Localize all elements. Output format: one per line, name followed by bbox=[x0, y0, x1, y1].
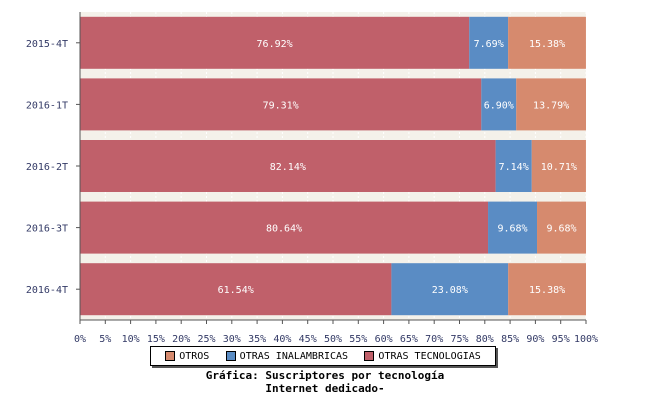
bar-otros bbox=[508, 263, 586, 316]
x-tick-label: 15% bbox=[147, 334, 165, 345]
x-tick-label: 20% bbox=[172, 334, 190, 345]
bar-otras-inalambricas bbox=[495, 140, 532, 192]
data-label: 80.64% bbox=[266, 224, 302, 235]
chart-title-line-2: Internet dedicado- bbox=[265, 382, 385, 395]
x-tick-label: 5% bbox=[99, 334, 111, 345]
legend-label-otras-tecnologias: OTRAS TECNOLOGIAS bbox=[378, 350, 481, 362]
data-label: 61.54% bbox=[218, 285, 254, 296]
legend-label-otras-inalambricas: OTRAS INALAMBRICAS bbox=[239, 350, 349, 362]
bar-otras-tecnologias bbox=[80, 201, 489, 254]
x-tick-label: 70% bbox=[425, 334, 443, 345]
x-tick-label: 95% bbox=[552, 334, 570, 345]
x-tick-label: 40% bbox=[273, 334, 291, 345]
data-label: 7.14% bbox=[499, 162, 529, 173]
bar-otras-inalambricas bbox=[469, 16, 509, 69]
bar-otras-inalambricas bbox=[481, 78, 517, 131]
x-tick-label: 25% bbox=[197, 334, 215, 345]
bar-otros bbox=[516, 78, 586, 131]
y-tick-label: 2016-1T bbox=[26, 100, 68, 111]
bar-otros bbox=[531, 140, 586, 192]
x-tick-label: 90% bbox=[526, 334, 544, 345]
data-label: 6.90% bbox=[484, 100, 514, 111]
data-label: 9.68% bbox=[546, 224, 576, 235]
bar-otras-tecnologias bbox=[80, 263, 392, 316]
data-label: 15.38% bbox=[529, 39, 565, 50]
bar-otros bbox=[537, 201, 586, 254]
bar-otras-inalambricas bbox=[488, 201, 538, 254]
data-label: 23.08% bbox=[432, 285, 468, 296]
y-tick-label: 2016-2T bbox=[26, 162, 68, 173]
legend-swatch-otros bbox=[165, 351, 176, 361]
x-tick-label: 65% bbox=[400, 334, 418, 345]
data-label: 76.92% bbox=[257, 39, 293, 50]
x-tick-label: 100% bbox=[574, 334, 598, 345]
legend-item-otros: OTROS bbox=[165, 351, 209, 362]
legend-item-otras-tecnologias: OTRAS TECNOLOGIAS bbox=[364, 350, 481, 362]
chart-title-line-1: Gráfica: Suscriptores por tecnología bbox=[205, 369, 445, 382]
x-tick-label: 75% bbox=[450, 334, 468, 345]
x-tick-label: 85% bbox=[501, 334, 519, 345]
x-tick-label: 0% bbox=[74, 334, 86, 345]
data-label: 82.14% bbox=[270, 162, 306, 173]
x-tick-label: 60% bbox=[375, 334, 393, 345]
chart-legend: OTROS OTRAS INALAMBRICAS OTRAS TECNOLOGI… bbox=[150, 346, 496, 366]
bar-otros bbox=[508, 16, 586, 69]
x-tick-label: 80% bbox=[476, 334, 494, 345]
legend-swatch-otras-inalambricas bbox=[225, 351, 236, 361]
x-tick-label: 10% bbox=[122, 334, 140, 345]
bar-otras-tecnologias bbox=[80, 16, 470, 69]
data-label: 10.71% bbox=[541, 162, 577, 173]
x-tick-label: 50% bbox=[324, 334, 342, 345]
legend-swatch-otras-tecnologias bbox=[364, 351, 375, 361]
bar-otras-inalambricas bbox=[391, 263, 509, 316]
x-tick-label: 35% bbox=[248, 334, 266, 345]
y-tick-label: 2016-3T bbox=[26, 224, 68, 235]
data-label: 13.79% bbox=[533, 100, 569, 111]
x-tick-label: 30% bbox=[223, 334, 241, 345]
data-label: 7.69% bbox=[474, 39, 504, 50]
bar-otras-tecnologias bbox=[80, 140, 496, 192]
y-tick-label: 2015-4T bbox=[26, 39, 68, 50]
bar-otras-tecnologias bbox=[80, 78, 482, 131]
legend-item-otras-inalambricas: OTRAS INALAMBRICAS bbox=[225, 350, 349, 362]
data-label: 9.68% bbox=[497, 224, 527, 235]
data-label: 79.31% bbox=[263, 100, 299, 111]
data-label: 15.38% bbox=[529, 285, 565, 296]
x-tick-label: 45% bbox=[299, 334, 317, 345]
legend-label-otros: OTROS bbox=[179, 350, 210, 362]
y-tick-label: 2016-4T bbox=[26, 285, 68, 296]
x-tick-label: 55% bbox=[349, 334, 367, 345]
